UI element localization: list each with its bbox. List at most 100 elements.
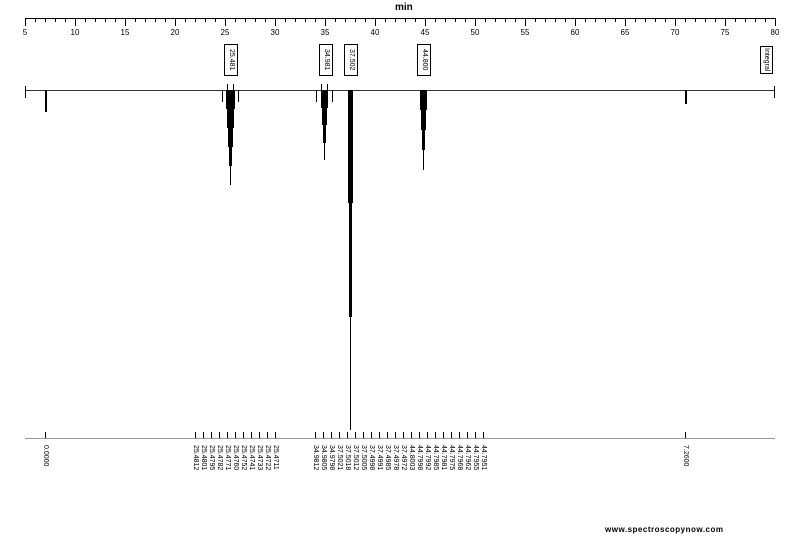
- tick-label: 40: [371, 28, 380, 37]
- axis-line: [25, 18, 775, 19]
- tick-major: [775, 18, 776, 26]
- ppm-annotation-tick: [467, 432, 468, 438]
- ppm-annotation-tick: [435, 432, 436, 438]
- tick-major: [125, 18, 126, 26]
- tick-minor: [285, 18, 286, 22]
- spectrum-mark: [327, 84, 328, 90]
- tick-minor: [295, 18, 296, 22]
- tick-minor: [455, 18, 456, 22]
- tick-minor: [105, 18, 106, 22]
- spectrum-satellite: [316, 90, 317, 102]
- spectrum-satellite: [222, 90, 223, 102]
- ppm-annotation: 25.4812: [192, 445, 199, 470]
- ppm-annotation: 34.9812: [312, 445, 319, 470]
- tick-minor: [115, 18, 116, 22]
- tick-minor: [655, 18, 656, 22]
- ppm-annotation-tick: [227, 432, 228, 438]
- ppm-annotation: 44.7962: [464, 445, 471, 470]
- spectrum-satellite: [238, 90, 239, 102]
- tick-major: [375, 18, 376, 26]
- tick-minor: [35, 18, 36, 22]
- tick-major: [275, 18, 276, 26]
- tick-minor: [505, 18, 506, 22]
- ppm-annotation-tick: [395, 432, 396, 438]
- tick-major: [25, 18, 26, 26]
- tick-minor: [355, 18, 356, 22]
- tick-minor: [565, 18, 566, 22]
- tick-minor: [45, 18, 46, 22]
- spectrum-baseline: [25, 90, 775, 91]
- tick-minor: [735, 18, 736, 22]
- tick-minor: [745, 18, 746, 22]
- ppm-annotation: 44.7992: [424, 445, 431, 470]
- tick-minor: [195, 18, 196, 22]
- tick-minor: [165, 18, 166, 22]
- tick-minor: [695, 18, 696, 22]
- tick-minor: [665, 18, 666, 22]
- annotation-guide: [25, 438, 775, 439]
- ppm-annotation-tick: [243, 432, 244, 438]
- ppm-annotation-tick: [371, 432, 372, 438]
- spectrum-peak: [426, 90, 427, 110]
- tick-minor: [485, 18, 486, 22]
- tick-major: [475, 18, 476, 26]
- tick-minor: [305, 18, 306, 22]
- spectrum-peak: [352, 90, 353, 203]
- peak-region-label: 34.981: [319, 44, 333, 76]
- tick-major: [225, 18, 226, 26]
- tick-minor: [585, 18, 586, 22]
- tick-label: 60: [571, 28, 580, 37]
- spectrum-peak: [327, 90, 328, 108]
- tick-major: [575, 18, 576, 26]
- ppm-annotation-tick: [459, 432, 460, 438]
- tick-minor: [595, 18, 596, 22]
- ppm-annotation: 37.4985: [384, 445, 391, 470]
- tick-major: [725, 18, 726, 26]
- ppm-annotation-tick: [203, 432, 204, 438]
- tick-minor: [535, 18, 536, 22]
- ppm-annotation-tick: [483, 432, 484, 438]
- tick-minor: [715, 18, 716, 22]
- ppm-annotation: 25.4771: [224, 445, 231, 470]
- tick-label: 25: [221, 28, 230, 37]
- tick-minor: [765, 18, 766, 22]
- spectrum-satellite: [332, 90, 333, 102]
- ppm-annotation-tick: [211, 432, 212, 438]
- ppm-annotation: 25.4711: [272, 445, 279, 470]
- tick-label: 35: [321, 28, 330, 37]
- ppm-annotation-tick: [251, 432, 252, 438]
- tick-minor: [385, 18, 386, 22]
- ppm-annotation: 44.7998: [416, 445, 423, 470]
- ppm-annotation-tick: [379, 432, 380, 438]
- ppm-annotation-tick: [315, 432, 316, 438]
- ppm-annotation: 34.9798: [328, 445, 335, 470]
- ppm-annotation: 0.0000: [42, 445, 49, 466]
- tick-minor: [705, 18, 706, 22]
- tick-minor: [65, 18, 66, 22]
- ppm-annotation-tick: [443, 432, 444, 438]
- ppm-annotation: 25.4752: [240, 445, 247, 470]
- tick-minor: [635, 18, 636, 22]
- tick-minor: [615, 18, 616, 22]
- ppm-annotation: 37.5005: [360, 445, 367, 470]
- tick-label: 15: [121, 28, 130, 37]
- ppm-annotation-tick: [323, 432, 324, 438]
- ppm-annotation-tick: [259, 432, 260, 438]
- tick-minor: [255, 18, 256, 22]
- peak-region-label: 37.502: [344, 44, 358, 76]
- tick-minor: [135, 18, 136, 22]
- ppm-annotation-tick: [427, 432, 428, 438]
- spectrum-mark: [227, 84, 228, 90]
- ppm-annotation-tick: [219, 432, 220, 438]
- secondary-mark: [45, 90, 47, 112]
- tick-label: 50: [471, 28, 480, 37]
- ppm-annotation: 25.4782: [216, 445, 223, 470]
- tick-minor: [315, 18, 316, 22]
- ppm-annotation-tick: [45, 432, 46, 438]
- tick-minor: [445, 18, 446, 22]
- tick-label: 10: [71, 28, 80, 37]
- tick-minor: [415, 18, 416, 22]
- footer-text: www.spectroscopynow.com: [605, 525, 723, 534]
- ppm-annotation: 25.4733: [256, 445, 263, 470]
- tick-label: 65: [621, 28, 630, 37]
